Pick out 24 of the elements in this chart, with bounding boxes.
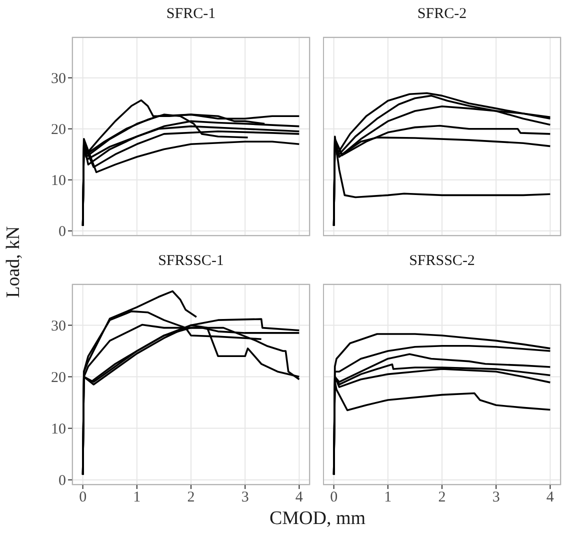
x-tick-label: 2 xyxy=(187,490,195,506)
x-tick-label: 0 xyxy=(79,490,87,506)
chart-title: SFRC-1 xyxy=(165,6,217,23)
x-tick-label: 4 xyxy=(295,490,304,506)
x-tick-label: 3 xyxy=(241,490,249,506)
x-tick-label: 4 xyxy=(546,490,554,506)
x-tick-label: 1 xyxy=(384,490,392,506)
y-tick-label: 20 xyxy=(51,122,66,138)
x-tick-label: 0 xyxy=(330,490,338,506)
y-axis-title: Load, kN xyxy=(3,226,25,298)
chart-title: SFRSSC-2 xyxy=(408,253,476,270)
chart-title: SFRC-2 xyxy=(416,6,468,23)
x-tick-label: 3 xyxy=(492,490,500,506)
y-tick-label: 0 xyxy=(58,473,66,490)
y-tick-label: 30 xyxy=(51,318,66,335)
x-tick-label: 1 xyxy=(133,490,141,506)
y-tick-label: 0 xyxy=(58,224,66,240)
y-tick-label: 20 xyxy=(51,370,66,386)
x-tick-label: 2 xyxy=(438,490,446,506)
y-tick-label: 10 xyxy=(51,422,66,438)
x-axis-title: CMOD, mm xyxy=(268,508,367,530)
chart-title: SFRSSC-1 xyxy=(157,253,225,270)
y-tick-label: 10 xyxy=(51,173,66,190)
y-tick-label: 30 xyxy=(51,71,66,88)
